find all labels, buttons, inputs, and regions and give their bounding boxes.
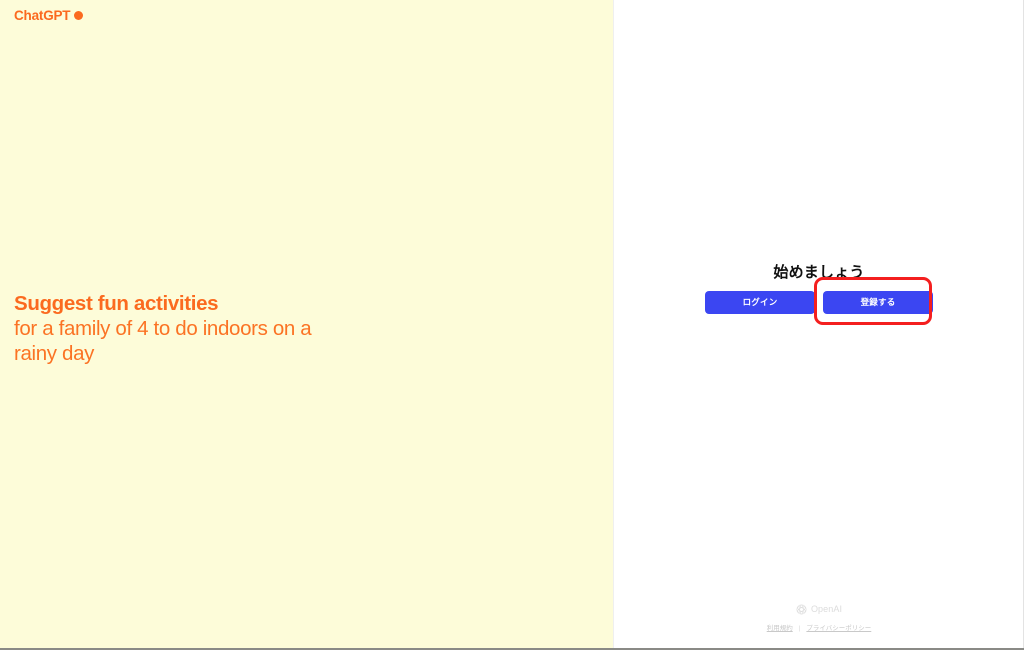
promo-line-1: Suggest fun activities	[14, 292, 219, 315]
signup-button[interactable]: 登録する	[823, 291, 933, 314]
page-footer: OpenAI 利用規約 | プライバシーポリシー	[614, 604, 1024, 633]
promo-text-block: Suggest fun activities for a family of 4…	[14, 292, 374, 366]
left-promo-panel: ChatGPT Suggest fun activities for a fam…	[0, 0, 613, 650]
window-bottom-edge	[0, 648, 1024, 650]
openai-blossom-icon	[796, 604, 807, 615]
chatgpt-brand-logo[interactable]: ChatGPT	[14, 8, 84, 23]
orange-dot-icon	[74, 11, 84, 21]
auth-heading: 始めましょう	[773, 264, 865, 281]
footer-link-row: 利用規約 | プライバシーポリシー	[766, 624, 872, 633]
openai-logo: OpenAI	[796, 604, 842, 615]
auth-block: 始めましょう ログイン 登録する	[614, 264, 1024, 325]
login-button[interactable]: ログイン	[705, 291, 815, 314]
auth-button-group: ログイン 登録する	[705, 277, 933, 325]
terms-link[interactable]: 利用規約	[766, 624, 793, 632]
promo-line-2: for a family of 4 to do indoors on a	[14, 316, 312, 340]
promo-line-3: rainy day	[14, 341, 95, 365]
openai-wordmark: OpenAI	[810, 603, 843, 614]
brand-name: ChatGPT	[14, 8, 71, 23]
signup-button-wrapper: 登録する	[814, 277, 933, 325]
footer-separator: |	[798, 624, 801, 632]
right-auth-panel: 始めましょう ログイン 登録する	[613, 0, 1024, 650]
privacy-link[interactable]: プライバシーポリシー	[806, 624, 872, 632]
